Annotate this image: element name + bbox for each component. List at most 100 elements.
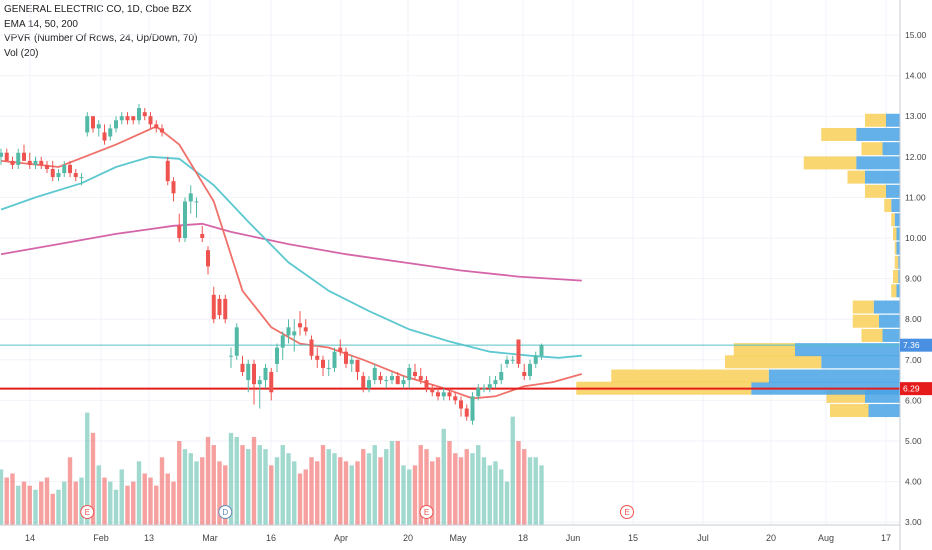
ema-200-line (0, 222, 582, 282)
volume-bar (56, 489, 61, 525)
candle-body (338, 347, 343, 352)
volume-bar (165, 473, 170, 525)
volume-bar (499, 469, 504, 525)
volume-bar (343, 461, 349, 525)
vpvr-down-bar (894, 255, 899, 269)
vpvr-down-bar (847, 170, 865, 184)
candle-body (269, 371, 274, 393)
candle-body (280, 335, 285, 348)
volume-bar (487, 465, 492, 525)
volume-bar (378, 457, 383, 525)
volume-bar (228, 432, 234, 525)
volume-profile (576, 113, 900, 418)
time-tick-label: 20 (766, 533, 776, 543)
earnings-marker-label: E (424, 508, 429, 517)
volume-bar (326, 449, 331, 525)
candle-body (10, 160, 15, 165)
candle-body (332, 351, 337, 368)
candle-body (430, 388, 435, 393)
volume-bar (458, 457, 464, 525)
volume-bar (16, 485, 21, 525)
symbol-title[interactable]: GENERAL ELECTRIC CO, 1D, Cboe BZX (4, 4, 192, 15)
volume-bar (108, 481, 113, 525)
candle-body (303, 327, 308, 332)
vpvr-down-bar (611, 369, 769, 383)
candle-body (240, 363, 245, 372)
time-tick-label: May (449, 533, 467, 543)
candle-body (137, 108, 141, 121)
vpvr-down-bar (884, 199, 892, 213)
candle-body (91, 116, 95, 129)
candle-body (194, 201, 199, 203)
price-tick-label: 14.00 (905, 71, 927, 81)
candle-body (315, 355, 320, 360)
volume-bar (0, 469, 4, 525)
volume-bar (303, 469, 308, 525)
volume-bar (125, 485, 130, 525)
volume-bar (154, 485, 159, 525)
candle-body (453, 396, 458, 401)
price-tick-label: 12.00 (905, 152, 927, 162)
current-price-label-bg (900, 338, 932, 352)
volume-bar (182, 449, 188, 525)
vpvr-down-bar (861, 142, 883, 156)
earnings-marker-label: E (624, 508, 629, 517)
candle-body (407, 367, 412, 381)
earnings-marker (80, 505, 95, 519)
time-tick-label: Mar (202, 533, 218, 543)
candle-body (505, 359, 509, 364)
vpvr-up-bar (896, 241, 900, 255)
vpvr-down-bar (893, 270, 899, 284)
indicator-volume[interactable]: Vol (20) (4, 47, 39, 59)
volume-bar (315, 461, 320, 525)
volume-bar (205, 436, 211, 525)
candle-body (476, 388, 481, 397)
vpvr-down-bar (861, 328, 883, 342)
volume-bar (516, 441, 521, 525)
volume-bar (476, 445, 481, 525)
candle-body (234, 327, 239, 356)
volume-bar (79, 477, 84, 525)
support-price-label-bg (900, 382, 932, 396)
vpvr-up-bar (882, 142, 900, 156)
vpvr-up-bar (821, 355, 900, 369)
candle-body (200, 233, 205, 238)
time-tick-label: 14 (25, 533, 35, 543)
price-tick-label: 10.00 (905, 233, 927, 243)
volume-bar (292, 461, 297, 525)
price-tick-label: 11.00 (905, 192, 926, 202)
candle-body (436, 392, 440, 397)
volume-bar (435, 457, 441, 525)
vpvr-up-bar (891, 199, 900, 213)
candle-body (510, 359, 515, 361)
volume-bar (361, 449, 366, 525)
volume-bar (481, 457, 487, 525)
candle-body (499, 371, 504, 381)
volume-bar (21, 481, 27, 525)
volume-bar (441, 428, 446, 525)
current-price-label: 7.36 (903, 340, 920, 350)
candle-body (171, 181, 176, 194)
candle-body (131, 116, 136, 121)
vpvr-up-bar (894, 213, 900, 227)
candle-body (56, 173, 61, 178)
vpvr-up-bar (886, 113, 900, 127)
vpvr-up-bar (896, 284, 900, 298)
candle-body (108, 128, 113, 137)
candle-body (183, 201, 187, 238)
time-tick-label: Apr (334, 533, 348, 543)
vpvr-down-bar (725, 355, 822, 369)
volume-bar (384, 449, 389, 525)
candle-body (309, 339, 314, 356)
candle-body (528, 363, 532, 377)
candle-body (229, 355, 233, 357)
candle-body (114, 120, 118, 129)
candle-body (418, 376, 423, 381)
indicator-ema[interactable]: EMA 14, 50, 200 (4, 18, 78, 30)
volume-bar (257, 445, 262, 525)
volume-bar (355, 461, 360, 525)
candle-body (148, 116, 153, 125)
candle-body (384, 380, 389, 382)
